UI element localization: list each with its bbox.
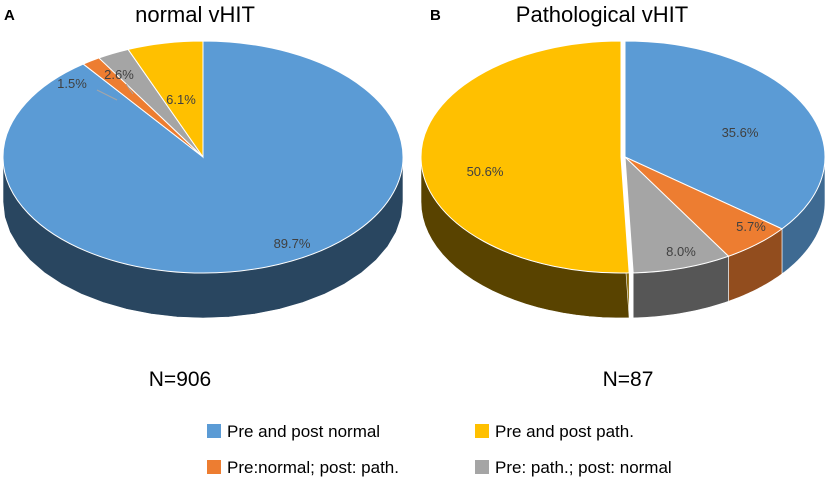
legend-label-pre-normal-post-path: Pre:normal; post: path. <box>227 458 399 477</box>
data-label-pre-normal-post-path: 5.7% <box>736 219 766 234</box>
data-label-pre-and-post-path: 50.6% <box>467 164 504 179</box>
pie-chart-b: 35.6% 5.7% 8.0% 50.6% <box>420 40 826 319</box>
legend: Pre and post normal Pre and post path. P… <box>207 422 672 477</box>
pie-slice-pre-path-post-normal <box>624 155 730 274</box>
pie-slice-pre-and-post-path <box>420 40 630 274</box>
legend-label-pre-post-normal: Pre and post normal <box>227 422 380 441</box>
pie-tops <box>420 40 826 274</box>
legend-swatch-pre-path-post-normal <box>475 460 489 474</box>
data-label-pre-and-post-normal: 35.6% <box>722 125 759 140</box>
chart-b-n-label: N=87 <box>603 368 654 391</box>
leader-line <box>125 83 134 95</box>
legend-swatch-pre-normal-post-path <box>207 460 221 474</box>
legend-swatch-pre-post-normal <box>207 424 221 438</box>
pie-chart-a: 89.7% 1.5% 2.6% 6.1% <box>2 40 404 319</box>
legend-swatch-pre-post-path <box>475 424 489 438</box>
legend-label-pre-path-post-normal: Pre: path.; post: normal <box>495 458 672 477</box>
data-label-pre-normal-post-path: 1.5% <box>57 76 87 91</box>
panel-a-letter: A <box>4 7 15 24</box>
chart-a-n-label: N=906 <box>149 368 211 391</box>
pie-tops <box>2 40 404 274</box>
legend-label-pre-post-path: Pre and post path. <box>495 422 634 441</box>
leader-line <box>96 89 118 101</box>
data-label-pre-path-post-normal: 2.6% <box>104 67 134 82</box>
chart-a-title: normal vHIT <box>135 2 255 27</box>
data-label-pre-and-post-path: 6.1% <box>166 92 196 107</box>
pie-slice-pre-and-post-path <box>127 40 204 159</box>
panel-b-letter: B <box>430 7 441 24</box>
pie-slice-pre-and-post-normal <box>624 40 826 230</box>
pie-slice-pre-and-post-normal <box>2 40 404 274</box>
data-label-pre-path-post-normal: 8.0% <box>666 244 696 259</box>
data-label-pre-and-post-normal: 89.7% <box>274 236 311 251</box>
chart-b-title: Pathological vHIT <box>516 2 688 27</box>
